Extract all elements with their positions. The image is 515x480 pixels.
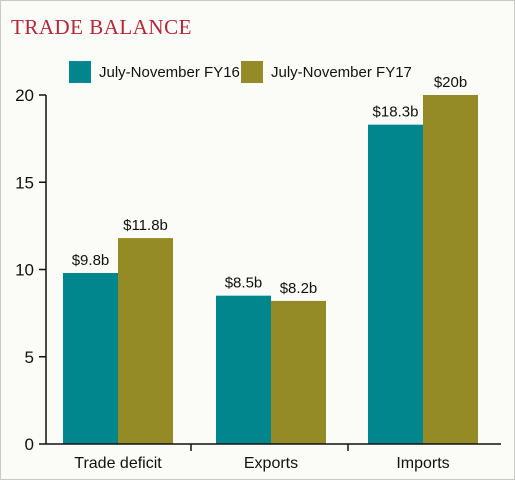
bar-2-1 bbox=[423, 95, 478, 444]
data-label-1-0: $8.5b bbox=[225, 275, 263, 292]
bar-1-0 bbox=[216, 295, 271, 444]
data-label-2-1: $20b bbox=[434, 74, 467, 91]
legend-swatch-fy17 bbox=[241, 61, 263, 83]
y-tick-label-0: 0 bbox=[25, 435, 34, 454]
y-tick-label-2: 10 bbox=[15, 261, 34, 280]
data-label-0-0: $9.8b bbox=[72, 252, 110, 269]
legend-label-fy17: July-November FY17 bbox=[271, 64, 412, 81]
bar-0-0 bbox=[63, 272, 118, 444]
category-label-0: Trade deficit bbox=[74, 455, 162, 472]
legend-item-fy17: July-November FY17 bbox=[241, 61, 441, 83]
chart-title: TRADE BALANCE bbox=[11, 15, 192, 39]
category-label-2: Imports bbox=[396, 455, 449, 472]
legend-item-fy16: July-November FY16 bbox=[69, 61, 269, 83]
legend-swatch-fy16 bbox=[69, 61, 91, 83]
data-label-2-0: $18.3b bbox=[373, 104, 419, 121]
data-label-1-1: $8.2b bbox=[280, 280, 318, 297]
bar-2-0 bbox=[368, 124, 423, 444]
y-tick-label-3: 15 bbox=[15, 173, 34, 192]
legend-label-fy16: July-November FY16 bbox=[99, 64, 240, 81]
data-label-0-1: $11.8b bbox=[123, 217, 168, 234]
bar-0-1 bbox=[118, 238, 173, 444]
category-label-1: Exports bbox=[244, 455, 298, 472]
bar-1-1 bbox=[271, 300, 326, 444]
y-tick-label-4: 20 bbox=[15, 86, 34, 105]
y-tick-label-1: 5 bbox=[25, 348, 34, 367]
